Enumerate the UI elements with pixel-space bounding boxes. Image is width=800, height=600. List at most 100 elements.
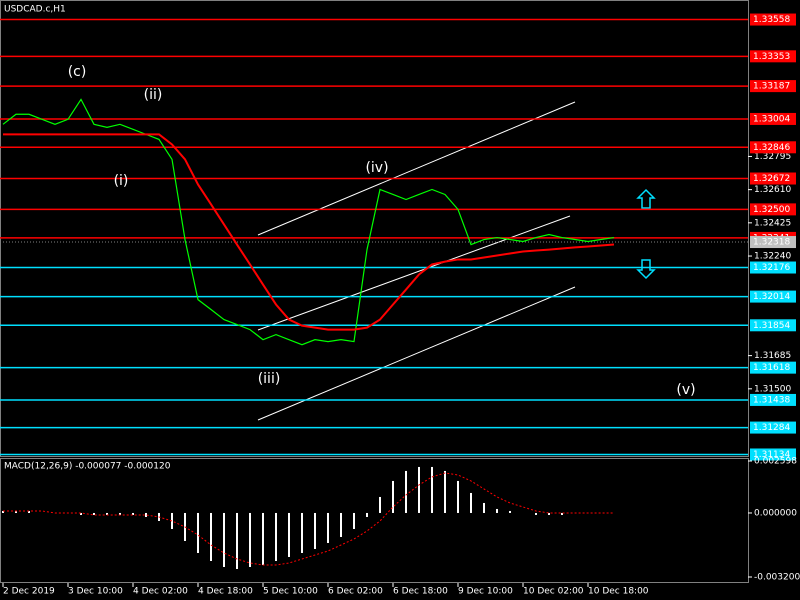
x-tick-label: 6 Dec 18:00 bbox=[393, 587, 448, 597]
channel-middle bbox=[257, 215, 571, 331]
level-label: 1.32672 bbox=[753, 174, 790, 184]
level-label: 1.32846 bbox=[753, 143, 790, 153]
y-tick-label: 1.32425 bbox=[754, 218, 791, 228]
macd-bar bbox=[561, 512, 563, 515]
level-label-box bbox=[750, 319, 796, 332]
macd-bar bbox=[457, 480, 459, 513]
macd-bar bbox=[301, 512, 303, 553]
y-tick-label: 1.32240 bbox=[754, 252, 791, 262]
macd-bar bbox=[314, 512, 316, 549]
level-label: 1.31618 bbox=[753, 363, 790, 373]
macd-bar bbox=[548, 512, 550, 515]
y-tick-label: 1.31685 bbox=[754, 351, 791, 361]
wave-label: (iii) bbox=[258, 371, 281, 387]
macd-bar bbox=[262, 512, 264, 565]
level-label: 1.31438 bbox=[753, 395, 790, 405]
arrow-up bbox=[636, 188, 656, 209]
macd-bar bbox=[379, 496, 381, 513]
macd-bar bbox=[275, 512, 277, 561]
x-tick-label: 4 Dec 02:00 bbox=[133, 587, 188, 597]
macd-bar bbox=[496, 508, 498, 513]
macd-bar bbox=[197, 512, 199, 553]
level-label-box bbox=[750, 13, 796, 26]
macd-bar bbox=[171, 512, 173, 529]
wave-label: (iv) bbox=[365, 160, 388, 176]
macd-bar bbox=[392, 480, 394, 513]
level-label-box bbox=[750, 448, 796, 461]
x-tick-label: 2 Dec 2019 bbox=[3, 587, 55, 597]
level-label-box bbox=[750, 172, 796, 185]
channel bbox=[257, 101, 576, 421]
level-label: 1.31854 bbox=[753, 321, 790, 331]
y-tick-label: -0.003200 bbox=[754, 573, 800, 583]
x-tick-label: 10 Dec 02:00 bbox=[523, 587, 584, 597]
level-label: 1.31284 bbox=[753, 423, 790, 433]
level-label: 1.31134 bbox=[753, 450, 790, 460]
level-label-box bbox=[750, 203, 796, 216]
macd-bar bbox=[223, 512, 225, 567]
macd-frame bbox=[0, 458, 749, 583]
signal-line bbox=[3, 472, 614, 566]
macd-bar bbox=[509, 510, 511, 513]
macd-bar bbox=[535, 512, 537, 515]
macd-bar bbox=[288, 512, 290, 557]
price-line bbox=[2, 98, 615, 346]
macd-bar bbox=[327, 512, 329, 543]
level-label-box bbox=[750, 393, 796, 406]
level-label-box bbox=[750, 290, 796, 303]
macd-bar bbox=[210, 512, 212, 561]
macd-bar bbox=[145, 512, 147, 517]
x-tick-label: 9 Dec 10:00 bbox=[458, 587, 513, 597]
macd-bar bbox=[236, 512, 238, 569]
level-label: 1.33004 bbox=[753, 114, 790, 124]
macd-bar bbox=[132, 512, 134, 515]
x-tick-label: 6 Dec 02:00 bbox=[328, 587, 383, 597]
level-label: 1.32014 bbox=[753, 292, 790, 302]
channel-lower bbox=[257, 286, 576, 421]
level-label: 1.32176 bbox=[753, 263, 790, 273]
macd-bar bbox=[353, 512, 355, 529]
level-label: 1.33558 bbox=[753, 15, 790, 25]
macd-bar bbox=[444, 470, 446, 513]
macd-bar bbox=[249, 512, 251, 567]
x-tick-label: 5 Dec 10:00 bbox=[263, 587, 318, 597]
y-tick-label: 0.000000 bbox=[754, 508, 797, 518]
macd-bar bbox=[366, 512, 368, 517]
x-tick-label: 10 Dec 18:00 bbox=[588, 587, 649, 597]
x-tick-label: 3 Dec 10:00 bbox=[68, 587, 123, 597]
arrow-down bbox=[636, 259, 656, 280]
x-tick-label: 4 Dec 18:00 bbox=[198, 587, 253, 597]
channel-upper bbox=[257, 101, 576, 236]
level-label-box bbox=[750, 361, 796, 374]
level-label: 1.32500 bbox=[753, 205, 790, 215]
macd-bar bbox=[2, 510, 4, 513]
y-tick-label: 1.32795 bbox=[754, 152, 791, 162]
level-label-box bbox=[750, 50, 796, 63]
level-label-box bbox=[750, 80, 796, 93]
macd-bar bbox=[15, 510, 17, 513]
macd-bar bbox=[93, 512, 95, 515]
chart-title: USDCAD.c,H1 bbox=[4, 5, 66, 15]
level-label-box bbox=[750, 112, 796, 125]
macd-bar bbox=[431, 466, 433, 513]
y-tick-label: 1.31500 bbox=[754, 384, 791, 394]
wave-label: (c) bbox=[68, 64, 87, 80]
level-label: 1.33353 bbox=[753, 52, 790, 62]
level-label: 1.33187 bbox=[753, 82, 790, 92]
y-tick-label: 1.32610 bbox=[754, 185, 791, 195]
macd-bar bbox=[470, 492, 472, 513]
level-label-box bbox=[750, 141, 796, 154]
macd-bar bbox=[80, 512, 82, 515]
macd-bar bbox=[106, 512, 108, 515]
macd-bar bbox=[483, 502, 485, 513]
current-price-box bbox=[750, 236, 796, 249]
main-frame bbox=[0, 0, 749, 457]
macd-bar bbox=[28, 510, 30, 513]
level-label-box bbox=[750, 261, 796, 274]
current-price-label: 1.32318 bbox=[753, 238, 790, 248]
wave-label: (i) bbox=[114, 173, 129, 189]
macd-bar bbox=[418, 466, 420, 513]
level-label-box bbox=[750, 421, 796, 434]
wave-label: (v) bbox=[676, 382, 695, 398]
